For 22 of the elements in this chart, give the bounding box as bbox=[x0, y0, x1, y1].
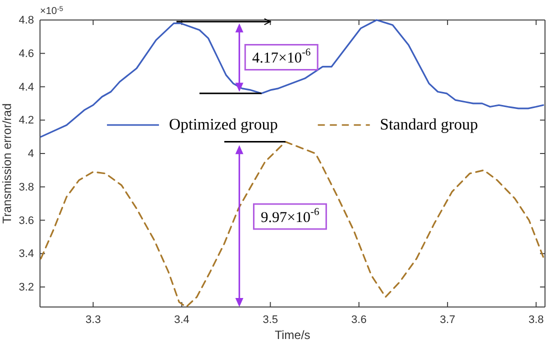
legend-label: Standard group bbox=[380, 116, 478, 134]
y-tick-label: 3.4 bbox=[18, 248, 34, 260]
text: ×10$^{-5}$ bbox=[40, 6, 64, 17]
y-tick-label: 4 bbox=[28, 148, 34, 160]
x-axis-title: Time/s bbox=[274, 328, 310, 342]
legend-label: Optimized group bbox=[168, 116, 278, 134]
annotation: 9.97×10$^{-6}$ bbox=[260, 207, 320, 226]
y-tick-label: 3.2 bbox=[18, 281, 34, 294]
y-tick-label: 4.4 bbox=[18, 81, 34, 94]
x-tick-label: 3.7 bbox=[440, 314, 456, 326]
x-tick-label: 3.4 bbox=[174, 314, 190, 326]
y-tick-label: 3.8 bbox=[18, 181, 34, 194]
x-tick-label: 3.5 bbox=[262, 314, 278, 326]
y-tick-label: 4.8 bbox=[18, 14, 34, 27]
y-tick-label: 4.6 bbox=[18, 48, 34, 60]
y-axis-title: Transmission error/rad bbox=[0, 103, 14, 224]
y-tick-label: 3.6 bbox=[18, 214, 34, 227]
x-tick-label: 3.6 bbox=[351, 314, 367, 326]
annotation: 4.17×10$^{-6}$ bbox=[252, 48, 311, 67]
x-tick-label: 3.8 bbox=[528, 314, 544, 326]
x-tick-label: 3.3 bbox=[86, 314, 101, 326]
y-tick-label: 4.2 bbox=[18, 114, 34, 127]
